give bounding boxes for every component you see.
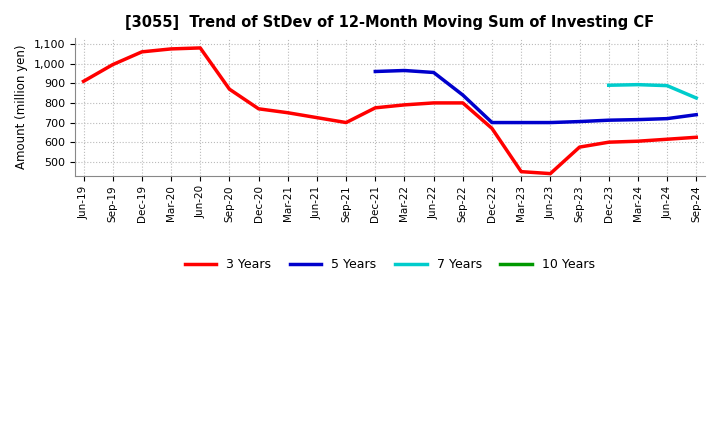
3 Years [575, 144, 584, 150]
5 Years [575, 119, 584, 124]
3 Years [662, 136, 671, 142]
3 Years [79, 79, 88, 84]
5 Years [604, 117, 613, 123]
3 Years [604, 139, 613, 145]
5 Years [459, 92, 467, 98]
5 Years [487, 120, 496, 125]
Line: 5 Years: 5 Years [375, 70, 696, 123]
Title: [3055]  Trend of StDev of 12-Month Moving Sum of Investing CF: [3055] Trend of StDev of 12-Month Moving… [125, 15, 654, 30]
5 Years [400, 68, 409, 73]
3 Years [692, 135, 701, 140]
7 Years [662, 83, 671, 88]
5 Years [371, 69, 379, 74]
Line: 3 Years: 3 Years [84, 48, 696, 174]
5 Years [546, 120, 554, 125]
3 Years [487, 126, 496, 131]
5 Years [517, 120, 526, 125]
7 Years [604, 83, 613, 88]
3 Years [546, 171, 554, 176]
3 Years [312, 115, 321, 120]
3 Years [634, 139, 642, 144]
3 Years [459, 100, 467, 106]
7 Years [634, 82, 642, 87]
5 Years [429, 70, 438, 75]
3 Years [138, 49, 146, 55]
5 Years [662, 116, 671, 121]
7 Years [692, 95, 701, 101]
3 Years [167, 46, 176, 51]
3 Years [225, 87, 234, 92]
3 Years [109, 62, 117, 67]
3 Years [517, 169, 526, 174]
5 Years [634, 117, 642, 122]
3 Years [342, 120, 351, 125]
3 Years [371, 105, 379, 110]
3 Years [284, 110, 292, 115]
3 Years [196, 45, 204, 51]
Legend: 3 Years, 5 Years, 7 Years, 10 Years: 3 Years, 5 Years, 7 Years, 10 Years [180, 253, 600, 276]
5 Years [692, 112, 701, 117]
Y-axis label: Amount (million yen): Amount (million yen) [15, 44, 28, 169]
3 Years [429, 100, 438, 106]
3 Years [400, 102, 409, 107]
3 Years [254, 106, 263, 111]
Line: 7 Years: 7 Years [608, 84, 696, 98]
